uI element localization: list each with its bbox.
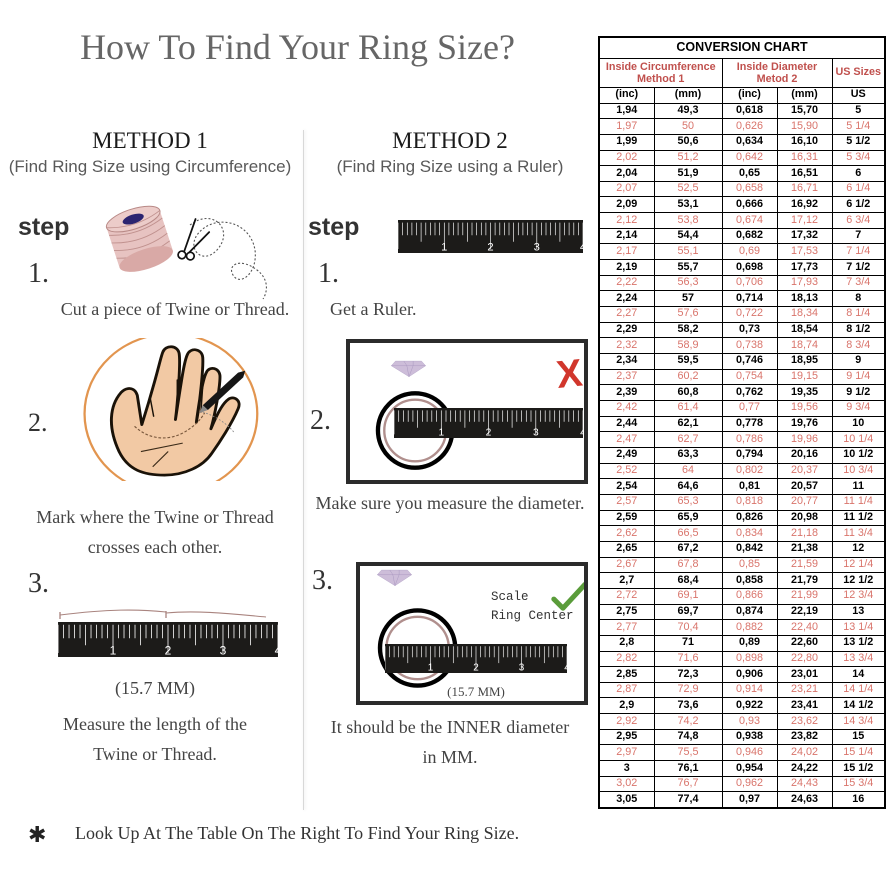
- svg-text:3: 3: [534, 241, 540, 253]
- svg-text:1: 1: [441, 241, 447, 253]
- svg-text:4: 4: [580, 428, 583, 438]
- svg-text:3: 3: [519, 663, 525, 673]
- svg-text:2: 2: [165, 643, 172, 657]
- svg-text:1: 1: [110, 643, 117, 657]
- svg-text:4: 4: [564, 663, 567, 673]
- svg-text:3: 3: [220, 643, 227, 657]
- svg-text:1: 1: [428, 663, 434, 673]
- svg-text:X: X: [554, 351, 584, 396]
- svg-text:2: 2: [486, 428, 492, 438]
- svg-text:4: 4: [275, 643, 278, 657]
- svg-text:2: 2: [487, 241, 493, 253]
- svg-text:4: 4: [580, 241, 583, 253]
- svg-text:1: 1: [438, 428, 444, 438]
- svg-text:3: 3: [533, 428, 539, 438]
- svg-text:2: 2: [473, 663, 479, 673]
